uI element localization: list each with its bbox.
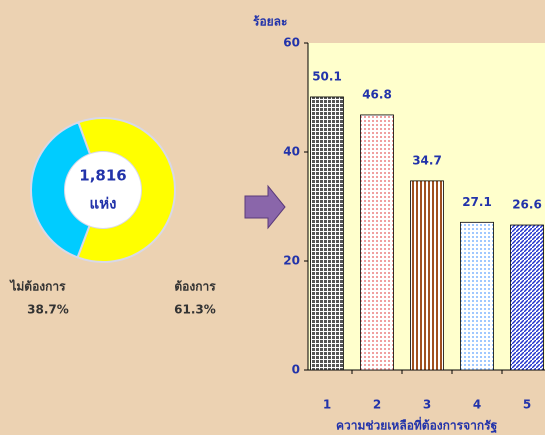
bar <box>360 114 394 371</box>
bar <box>510 224 544 371</box>
slice-value-label: 61.3% <box>174 303 216 317</box>
y-tick-label: 40 <box>283 145 300 159</box>
donut-hole <box>65 152 141 228</box>
y-axis-label: ร้อยละ <box>253 15 287 29</box>
y-tick-label: 0 <box>292 363 300 377</box>
bar <box>410 180 444 371</box>
data-label: 46.8 <box>362 87 392 101</box>
slice-value-label: 38.7% <box>27 303 69 317</box>
x-axis-label: ความช่วยเหลือที่ต้องการจากรัฐ <box>336 417 498 434</box>
data-label: 26.6 <box>512 198 542 212</box>
data-label: 34.7 <box>412 153 442 167</box>
arrow <box>244 184 286 230</box>
x-tick-label: 4 <box>473 398 481 412</box>
center-label: แห่ง <box>90 195 117 213</box>
bar <box>310 96 344 371</box>
bar <box>460 221 494 371</box>
center-label: 1,816 <box>79 167 126 185</box>
slice-label: ต้องการ <box>174 280 216 294</box>
slice-label: ไม่ต้องการ <box>8 279 66 294</box>
y-tick-label: 60 <box>283 36 300 50</box>
x-tick-label: 1 <box>323 398 331 412</box>
x-tick-label: 5 <box>523 398 531 412</box>
y-tick-label: 20 <box>283 254 300 268</box>
x-tick-label: 3 <box>423 398 431 412</box>
data-label: 27.1 <box>462 195 492 209</box>
data-label: 50.1 <box>312 69 342 83</box>
x-tick-label: 2 <box>373 398 381 412</box>
